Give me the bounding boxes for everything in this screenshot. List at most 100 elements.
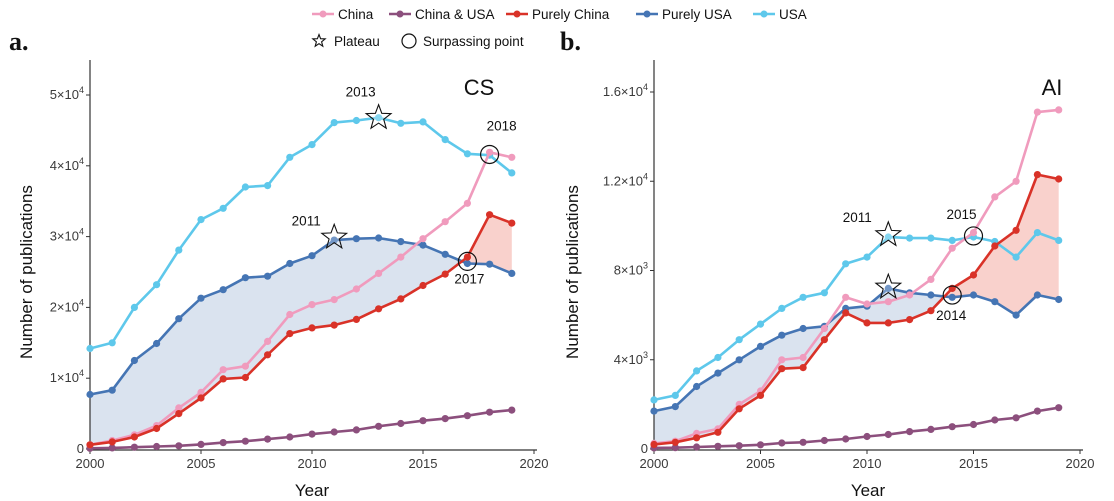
legend-dot-china-usa [396,10,404,18]
data-point-usa [175,246,183,254]
data-point-usa [130,303,138,311]
annotation-label-cs: 2017 [454,271,484,286]
data-point-purely-usa [693,382,701,391]
data-point-china-usa [884,430,892,439]
data-point-usa [308,141,316,149]
y-tick-base: 2×10 [50,299,79,314]
data-point-china-usa [693,443,701,451]
legend-label-purely-china: Purely China [532,7,610,22]
data-point-purely-china [991,242,999,250]
y-tick-label-cs: 2×104 [50,297,84,314]
legend-label-china-usa: China & USA [415,7,495,22]
data-point-china-usa [1033,407,1041,415]
data-point-usa [693,367,701,375]
data-point-purely-china [86,441,94,449]
data-point-purely-china [1012,226,1020,234]
data-point-purely-usa [969,291,978,299]
data-point-purely-usa [756,342,765,350]
data-point-china-usa [969,420,978,429]
star-icon [874,220,903,247]
data-point-purely-china [508,219,516,227]
data-point-china [778,356,786,364]
data-point-purely-china [927,307,935,315]
data-point-usa [906,234,914,242]
data-point-usa [799,293,807,301]
annotation-label-ai: 2014 [936,308,967,323]
data-point-purely-usa [375,234,383,242]
data-point-china [927,275,935,283]
data-point-purely-china [486,211,494,219]
data-point-usa [463,150,471,158]
data-point-usa [1033,229,1041,237]
data-point-china [308,301,316,309]
y-tick-exponent: 4 [79,85,84,95]
y-axis-title-ai: Number of publications [563,185,582,359]
data-point-purely-china [130,433,138,441]
data-point-purely-china [756,391,765,399]
data-point-china [463,199,471,207]
data-point-purely-usa [308,252,316,260]
data-point-china-usa [906,428,914,436]
data-point-purely-usa [264,272,272,280]
data-point-purely-usa [650,407,658,415]
y-tick-base: 0 [77,441,84,456]
data-point-purely-usa [175,315,183,323]
data-point-purely-china [714,428,722,436]
data-point-purely-china [197,394,205,402]
x-tick-label-cs: 2000 [76,456,105,471]
data-point-usa [1012,253,1020,261]
data-point-china-usa [108,444,116,452]
data-point-china [842,293,850,301]
data-point-china [820,324,829,333]
data-point-purely-china [375,305,383,313]
y-tick-exponent: 4 [643,171,648,181]
legend-item-surpassing-point: Surpassing point [401,33,524,49]
annotation-label-cs: 2018 [487,118,517,133]
data-point-usa [650,396,658,404]
data-point-purely-china [735,405,743,413]
data-point-purely-usa [486,260,494,268]
legend-item-china-usa: China & USA [389,7,495,22]
legend-label-purely-usa: Purely USA [662,7,732,22]
data-point-china-usa [863,432,871,441]
series-line-usa [89,116,513,350]
panel-title-cs: CS [464,75,495,100]
data-point-china-usa [1055,404,1063,412]
data-point-purely-china [693,434,701,442]
circle-icon [480,144,500,165]
legend-dot-china [319,10,327,18]
data-point-usa [108,339,116,347]
x-tick-label-cs: 2010 [298,456,327,471]
data-point-china-usa [799,438,807,446]
data-point-purely-usa [1012,311,1020,319]
data-point-purely-china [397,295,405,303]
annotation-label-cs: 2011 [292,213,321,228]
data-point-purely-china [820,336,829,344]
data-point-purely-china [330,321,338,329]
data-point-purely-usa [219,286,227,294]
data-point-china [352,285,360,293]
data-point-china [330,296,338,304]
data-point-purely-usa [1033,291,1041,299]
shaded-region-usa-lead-ai [654,288,945,445]
series-usa-ai [650,229,1063,404]
shaded-region-china-lead-ai [944,174,1059,316]
data-point-china-usa [219,439,227,447]
data-point-purely-china [219,375,227,383]
legend-label-plateau: Plateau [334,34,380,49]
data-point-purely-usa [330,236,338,244]
x-axis-title-ai: Year [851,481,886,500]
data-point-china [1055,106,1063,114]
circle-icon [401,33,417,49]
y-tick-exponent: 4 [79,297,84,307]
data-point-china-usa [441,415,449,423]
star-icon [320,222,349,250]
data-point-usa [884,233,892,241]
x-axis-title-cs: Year [295,481,330,500]
data-point-usa [197,216,205,224]
data-point-china-usa [842,435,850,443]
data-point-china-usa [175,442,183,450]
series-line-purely-usa [653,287,1059,413]
data-point-china-usa [419,417,427,425]
